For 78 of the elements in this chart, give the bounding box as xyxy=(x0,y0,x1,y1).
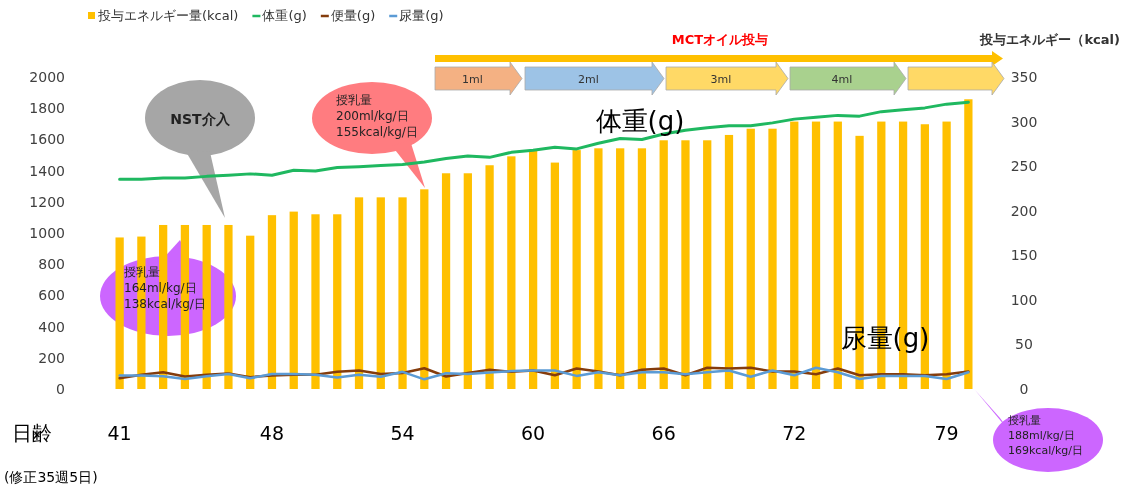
y-tick-label: 1800 xyxy=(29,100,65,117)
x-tick-label: 66 xyxy=(651,422,676,444)
bar xyxy=(376,197,385,389)
bar xyxy=(594,148,603,389)
y-tick-label: 600 xyxy=(38,287,65,304)
x-axis-title: 日齢 xyxy=(12,421,52,445)
legend-label: 体重(g) xyxy=(262,8,307,23)
bar xyxy=(811,121,821,389)
y2-tick-label: 250 xyxy=(1010,158,1038,175)
x-tick-label: 48 xyxy=(259,422,285,444)
y-tick-label: 1400 xyxy=(29,162,65,179)
bar xyxy=(616,148,625,389)
arrow: 4ml xyxy=(789,61,907,96)
text: MCTオイル投与 xyxy=(671,32,769,47)
annotation: 2ml xyxy=(578,73,599,86)
x-tick-label: 41 xyxy=(107,422,132,444)
bar xyxy=(528,150,538,389)
bar xyxy=(703,140,712,389)
legend-label: 便量(g) xyxy=(330,8,376,23)
y2-tick-label: 100 xyxy=(1010,291,1038,308)
y2-tick-label: 300 xyxy=(1010,113,1038,130)
arrow: 1ml xyxy=(434,61,523,96)
bar xyxy=(115,237,124,389)
x-tick-label: 60 xyxy=(521,422,546,444)
y-tick-label: 200 xyxy=(38,349,65,366)
x-tick-label: 72 xyxy=(782,422,807,444)
bar xyxy=(724,134,734,389)
bar xyxy=(659,140,668,389)
bar xyxy=(246,235,255,389)
y2-tick-label: 150 xyxy=(1010,247,1038,264)
bar xyxy=(289,211,298,389)
bar xyxy=(202,224,211,389)
y-tick-label: 400 xyxy=(38,318,65,335)
y-tick-label: 800 xyxy=(38,256,65,273)
bar xyxy=(768,128,777,389)
y2-tick-label: 0 xyxy=(1019,381,1029,397)
legend-label: 尿量(g) xyxy=(399,8,444,23)
x-tick-label: 54 xyxy=(390,422,415,444)
annotation: 1ml xyxy=(462,73,483,86)
arrow: 2ml xyxy=(524,61,665,96)
bar xyxy=(267,215,277,389)
bar xyxy=(398,197,407,389)
annotation: NST介入 xyxy=(170,111,231,127)
bar xyxy=(507,156,516,389)
y-tick-label: 1200 xyxy=(29,193,65,210)
bar xyxy=(441,173,451,389)
bar xyxy=(681,140,690,389)
annotation: 体重(g) xyxy=(595,106,685,136)
bar xyxy=(746,128,755,389)
bar xyxy=(790,121,799,389)
y2-tick-label: 200 xyxy=(1010,202,1038,219)
bar xyxy=(942,121,951,389)
bar xyxy=(485,165,494,389)
y-tick-label: 1000 xyxy=(29,225,65,241)
bar xyxy=(572,150,581,389)
bar xyxy=(354,197,364,389)
y-tick-label: 2000 xyxy=(29,69,65,85)
bar xyxy=(311,214,320,389)
y2-axis-title: 投与エネルギー（kcal) xyxy=(979,32,1120,47)
bar xyxy=(550,162,560,389)
y2-tick-label: 50 xyxy=(1015,336,1033,353)
text: (修正35週5日) xyxy=(4,469,98,485)
x-tick-label: 79 xyxy=(934,422,959,444)
bar xyxy=(637,148,647,389)
bar xyxy=(224,224,233,389)
bar xyxy=(333,214,342,389)
legend-label: 投与エネルギー量(kcal) xyxy=(97,8,239,23)
bar xyxy=(463,173,472,389)
y-tick-label: 1600 xyxy=(29,131,65,148)
bar xyxy=(964,99,973,389)
text: 授乳量 188ml/kg/日 169kcal/kg/日 xyxy=(1008,414,1083,457)
annotation: 授乳量 200ml/kg/日 155kcal/kg/日 xyxy=(336,93,418,139)
annotation: 3ml xyxy=(710,73,732,86)
arrow: 3ml xyxy=(665,61,789,96)
y-tick-label: 0 xyxy=(56,381,65,397)
annotation: 4ml xyxy=(831,73,853,86)
bar xyxy=(833,121,842,389)
y2-tick-label: 350 xyxy=(1010,69,1038,85)
